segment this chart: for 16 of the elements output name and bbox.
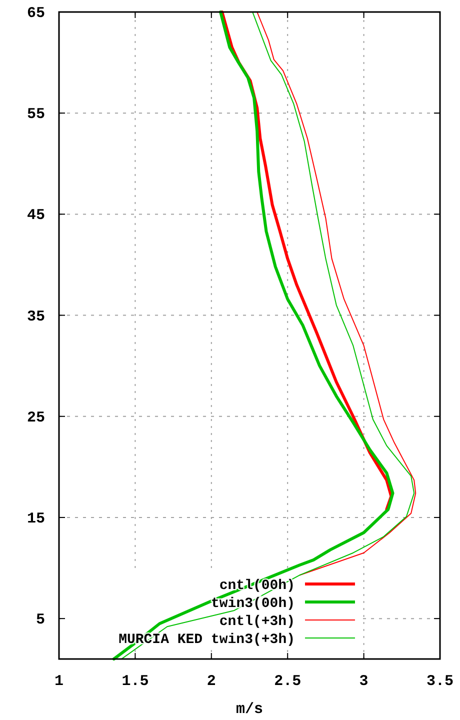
- x-tick-label: 1.5: [122, 673, 149, 690]
- legend-label: cntl(+3h): [219, 614, 295, 630]
- line-series: [256, 12, 416, 576]
- x-tick-label: 2.5: [274, 673, 302, 690]
- x-tick-label: 1: [54, 673, 64, 690]
- x-axis-title: m/s: [236, 701, 264, 718]
- y-tick-label: 65: [26, 5, 45, 22]
- y-tick-label: 35: [26, 308, 45, 326]
- y-tick-label: 15: [26, 510, 45, 528]
- x-tick-label: 3: [359, 673, 368, 690]
- x-tick-label: 3.5: [426, 673, 454, 690]
- y-tick-label: 5: [36, 612, 45, 629]
- y-tick-label: 45: [26, 207, 45, 224]
- x-tick-label: 2: [206, 673, 216, 690]
- y-tick-label: 25: [26, 409, 45, 426]
- y-tick-label: 55: [26, 106, 45, 124]
